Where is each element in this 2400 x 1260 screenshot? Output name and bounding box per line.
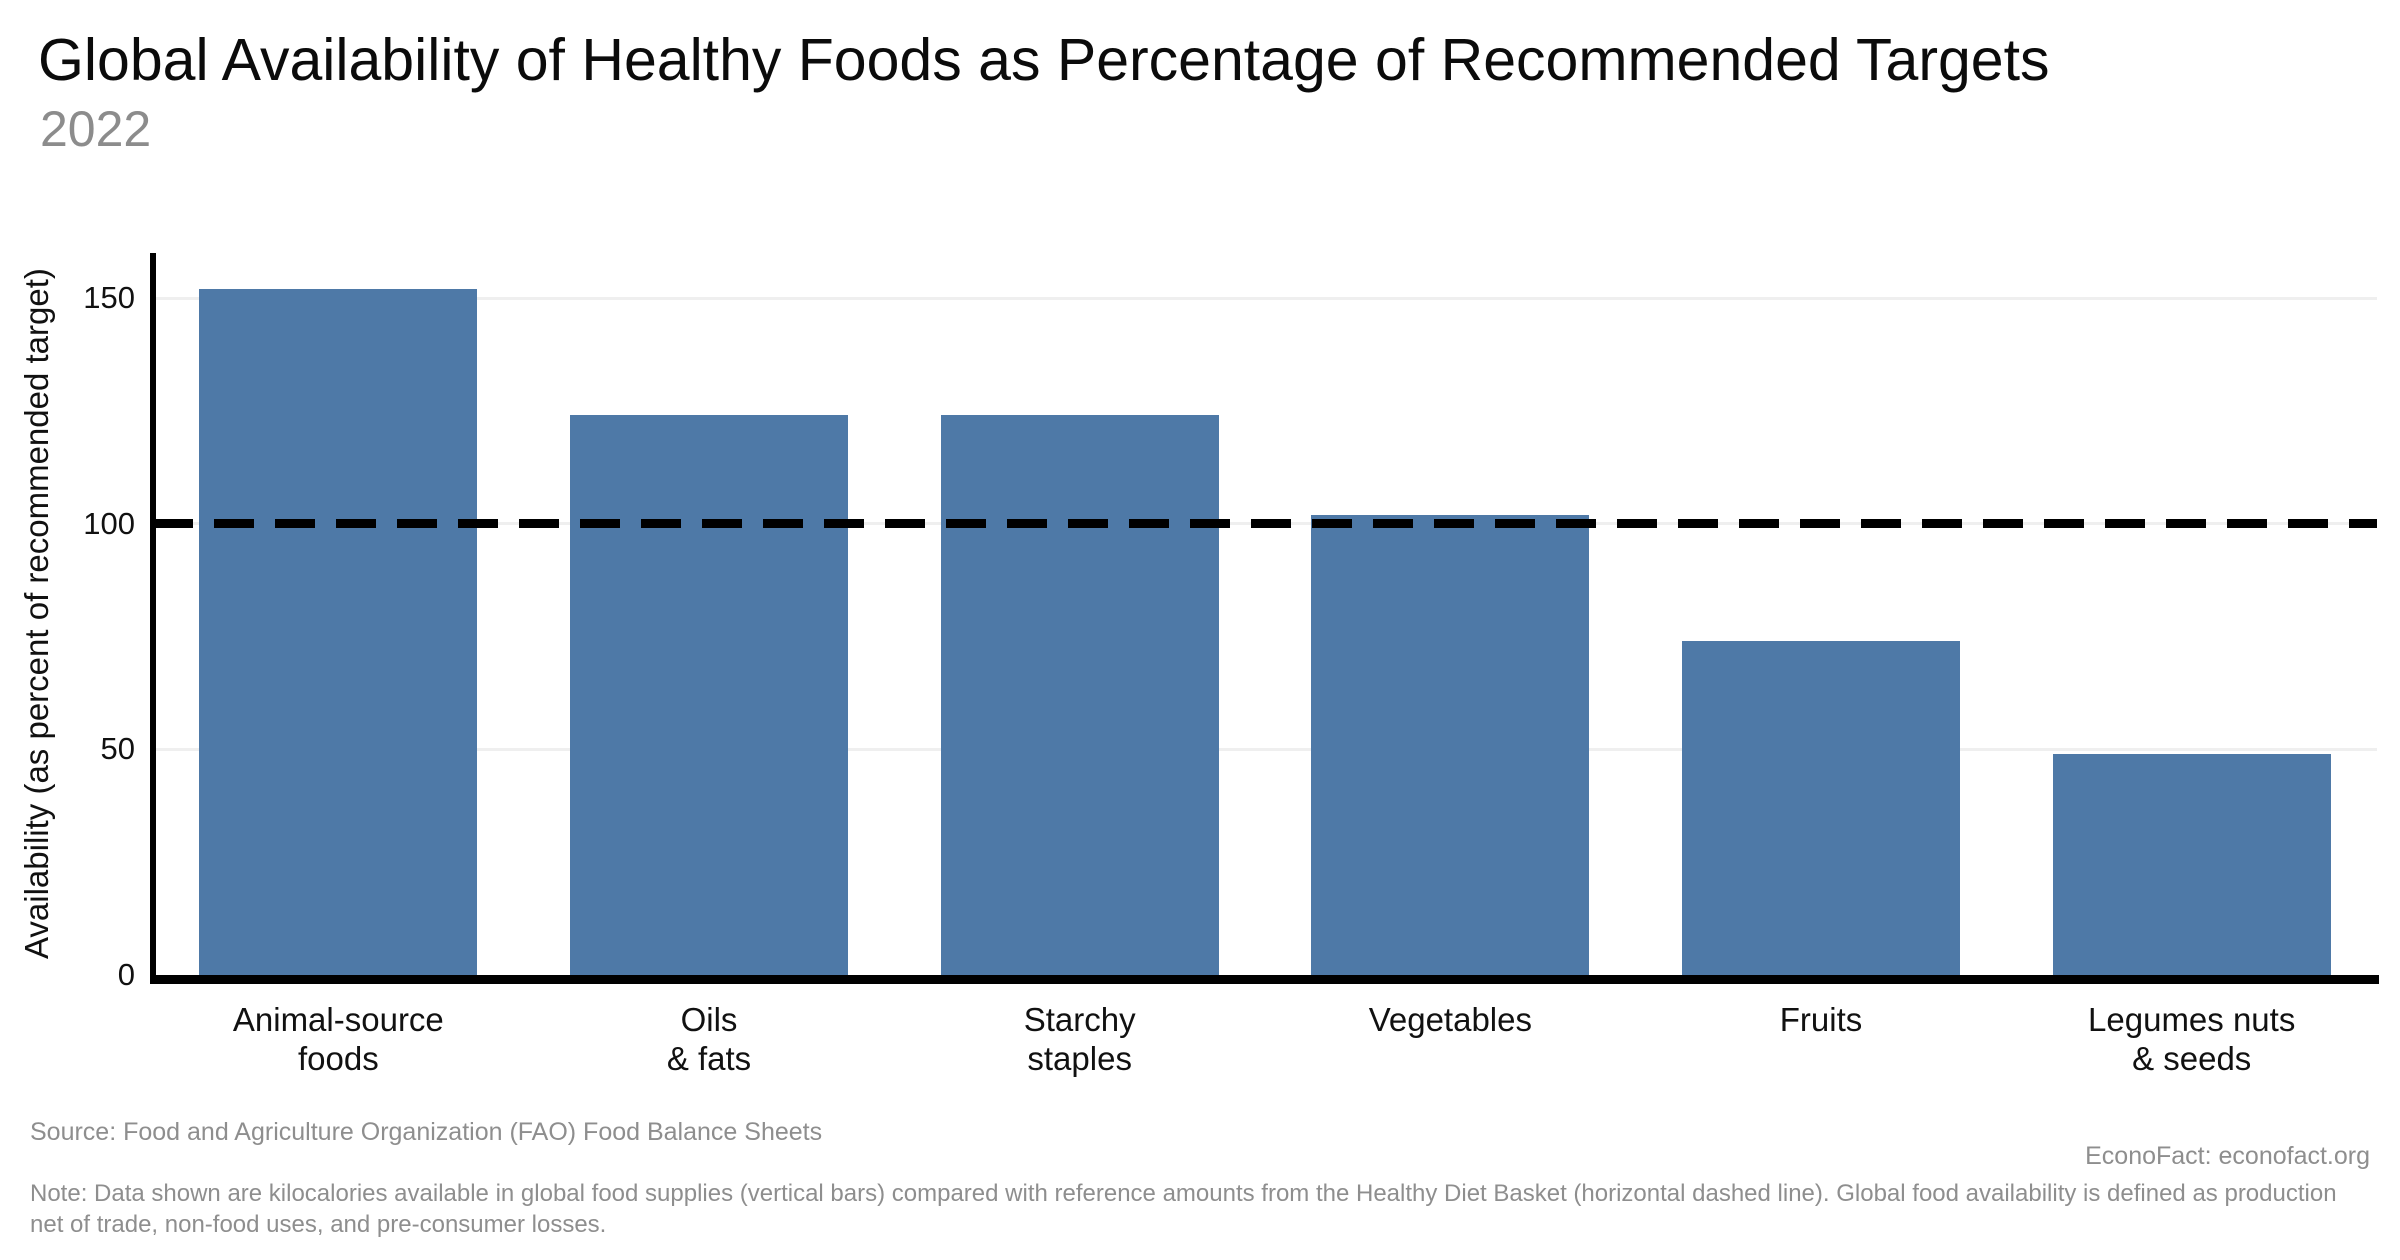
source-text: Source: Food and Agriculture Organizatio… — [30, 1118, 823, 1146]
y-tick-100: 100 — [83, 505, 135, 541]
gridline-150 — [153, 296, 2377, 300]
bar-slot-fruits — [1636, 641, 2007, 975]
y-axis-spine — [150, 253, 156, 984]
bar-slot-starchy-staples — [894, 415, 1265, 975]
bars-group — [153, 253, 2377, 975]
x-axis-labels: Animal-source foods Oils & fats Starchy st… — [153, 1000, 2377, 1078]
bar-legumes-nuts-seeds — [2052, 753, 2331, 975]
plot-area: 0 50 100 150 — [83, 253, 2377, 992]
bar-oils-fats — [570, 415, 848, 975]
x-label-vegetables: Vegetables — [1368, 1001, 1532, 1038]
reference-line-100 — [153, 519, 2377, 529]
x-label-fruits: Fruits — [1779, 1001, 1863, 1038]
bar-slot-vegetables — [1265, 514, 1636, 975]
bar-starchy-staples — [940, 415, 1219, 975]
bar-fruits — [1682, 641, 1961, 975]
page-title: Global Availability of Healthy Foods as … — [38, 27, 2050, 93]
x-label-starchy-staples: Starchy staples — [1023, 1001, 1136, 1077]
x-label-oils-fats: Oils & fats — [666, 1001, 752, 1077]
attribution-text: EconoFact: econofact.org — [2085, 1142, 2370, 1170]
y-axis-title: Availability (as percent of recommended … — [18, 268, 55, 960]
y-tick-150: 150 — [83, 280, 135, 316]
bar-slot-animal-source-foods — [153, 289, 524, 975]
page-subtitle: 2022 — [40, 101, 152, 157]
gridline-50 — [153, 747, 2377, 751]
bar-animal-source-foods — [199, 289, 478, 975]
note-text: Note: Data shown are kilocalories availa… — [30, 1180, 2337, 1238]
bar-slot-oils-fats — [524, 415, 895, 975]
y-tick-50: 50 — [100, 731, 135, 767]
bar-vegetables — [1311, 514, 1590, 975]
y-tick-0: 0 — [117, 957, 135, 992]
x-label-legumes-nuts-seeds: Legumes nuts & seeds — [2088, 1001, 2296, 1077]
x-axis-line — [150, 975, 2379, 984]
x-label-animal-source-foods: Animal-source foods — [232, 1001, 444, 1077]
bar-slot-legumes-nuts-seeds — [2006, 753, 2377, 975]
